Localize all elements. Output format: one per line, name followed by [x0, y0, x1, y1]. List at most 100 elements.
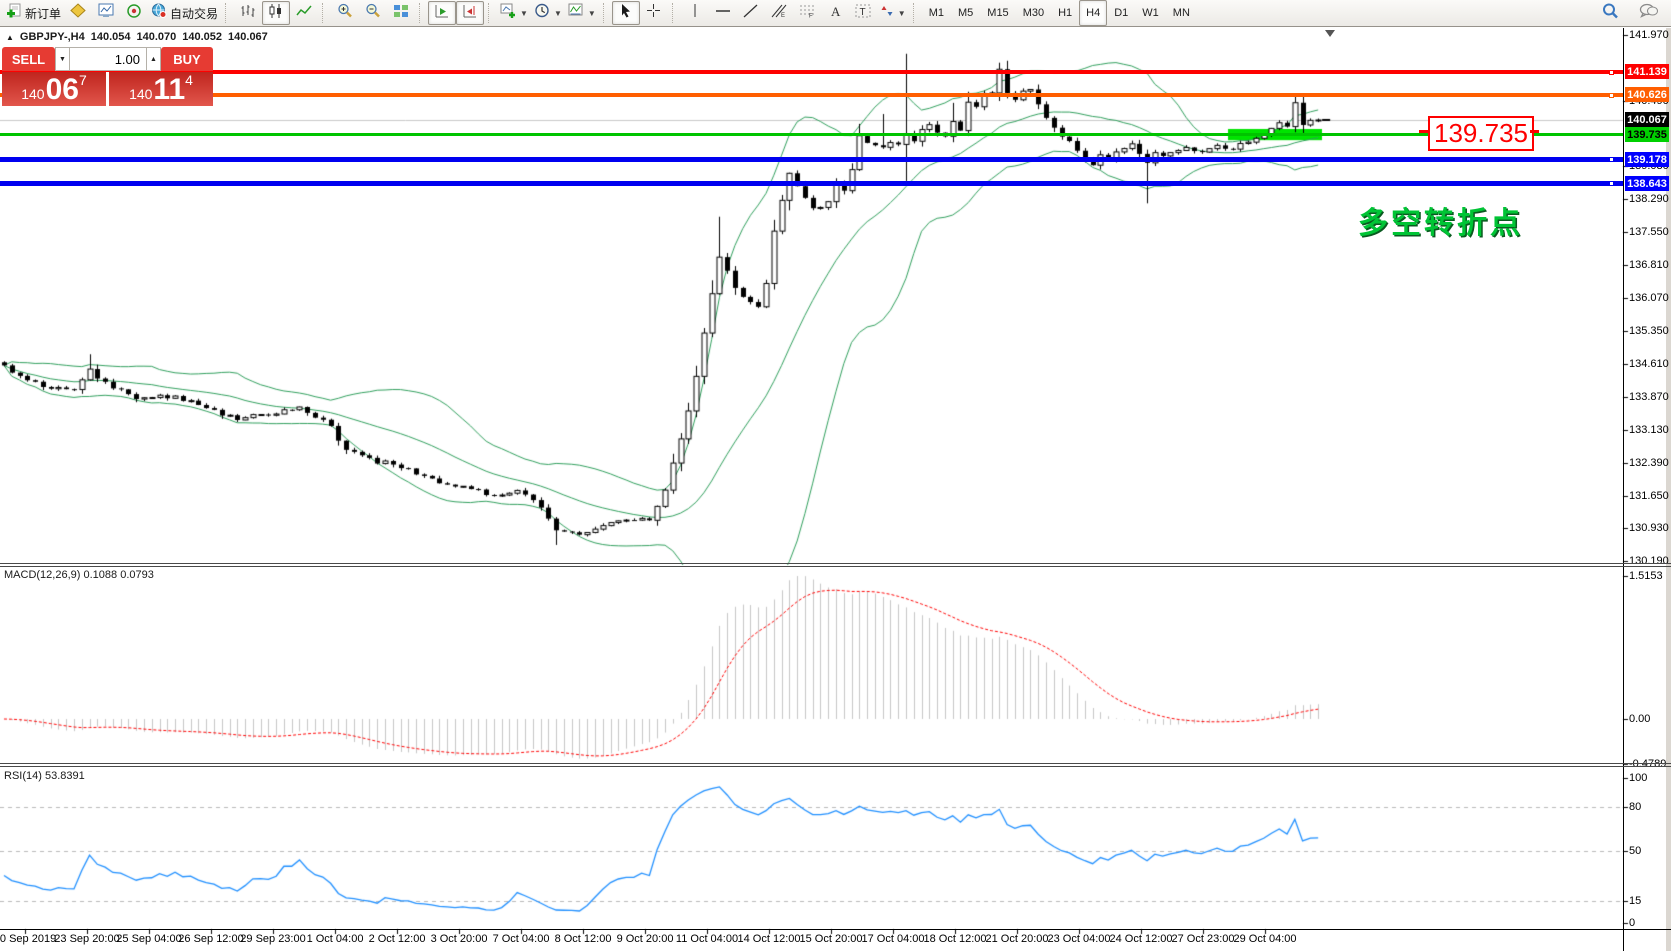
toolbar-separator — [602, 3, 608, 23]
new-order-button[interactable]: 新订单 — [3, 1, 64, 25]
price-label-139.178: 139.178 — [1625, 152, 1669, 167]
sell-price[interactable]: 140 06 7 — [2, 72, 106, 106]
vline-icon — [688, 3, 702, 23]
turning-point-annotation[interactable]: 多空转折点 — [1358, 207, 1523, 240]
rsi-axis-tick: 50 — [1629, 844, 1642, 857]
text-tool[interactable]: A — [821, 1, 849, 25]
bar-chart-mode-button[interactable] — [234, 1, 262, 25]
horizontal-line-tool[interactable] — [709, 1, 737, 25]
ohlc-low: 140.052 — [182, 31, 223, 43]
arrows-icon — [880, 4, 894, 23]
signals-button[interactable] — [120, 1, 148, 25]
window-edge — [1666, 28, 1671, 951]
panel-separator-macd-rsi[interactable] — [0, 763, 1671, 764]
hline-icon — [715, 4, 731, 23]
volume-decrease-button[interactable]: ▼ — [55, 47, 70, 71]
timeframe-button-h1[interactable]: H1 — [1058, 7, 1073, 19]
vertical-line-tool[interactable] — [681, 1, 709, 25]
price-label-139.735: 139.735 — [1625, 127, 1669, 142]
sell-price-big: 06 — [45, 73, 79, 106]
chart-shift-button[interactable] — [456, 1, 485, 25]
support-line-lower-endpoint — [1609, 181, 1614, 186]
new-chart-button[interactable] — [92, 1, 120, 25]
time-axis-label: 29 Sep 23:00 — [240, 933, 306, 945]
toolbar-separator — [225, 3, 230, 23]
templates-button[interactable]: ▼ — [565, 1, 599, 25]
arrows-tool[interactable]: ▼ — [877, 1, 909, 25]
sell-price-prefix: 140 — [21, 86, 45, 102]
crosshair-icon — [646, 3, 661, 23]
new-order-icon — [6, 3, 22, 24]
price-axis-tick: 131.650 — [1629, 489, 1669, 502]
svg-text:F: F — [809, 13, 813, 18]
resistance-line-lower[interactable] — [0, 93, 1623, 97]
trendline-tool[interactable] — [737, 1, 765, 25]
timeframe-button-w1[interactable]: W1 — [1142, 7, 1159, 19]
macd-signal-value: 0.0793 — [120, 569, 154, 581]
open-data-button[interactable] — [64, 1, 92, 25]
zoom-in-icon — [337, 3, 353, 23]
auto-scroll-button[interactable] — [428, 1, 457, 25]
macd-value: 0.1088 — [83, 569, 118, 581]
zoom-out-button[interactable] — [359, 1, 387, 25]
periods-button[interactable]: ▼ — [531, 1, 565, 25]
search-button[interactable] — [1596, 1, 1624, 25]
auto-scroll-icon — [434, 4, 450, 23]
support-line-lower[interactable] — [0, 181, 1623, 186]
time-axis-label: 23 Sep 20:00 — [54, 933, 120, 945]
panel-separator-main-macd-2 — [0, 566, 1671, 567]
algo-trading-button[interactable]: 自动交易 — [148, 1, 221, 25]
buy-price[interactable]: 140 11 4 — [109, 72, 213, 106]
community-chat-button[interactable] — [1634, 1, 1662, 25]
price-label-140.626: 140.626 — [1625, 87, 1669, 102]
fibo-icon: F — [799, 4, 815, 23]
line-icon — [296, 4, 312, 23]
candle-chart-mode-button[interactable] — [262, 1, 291, 25]
chart-shift-marker[interactable] — [1325, 30, 1335, 37]
timeframe-button-m5[interactable]: M5 — [958, 7, 974, 19]
indicators-button[interactable]: ▼ — [497, 1, 531, 25]
time-axis-label: 23 Oct 04:00 — [1047, 933, 1111, 945]
tile-windows-button[interactable] — [387, 1, 415, 25]
timeframe-button-d1[interactable]: D1 — [1114, 7, 1129, 19]
globe-icon — [151, 3, 167, 23]
time-axis-label: 3 Oct 20:00 — [430, 933, 488, 945]
resistance-line-upper[interactable] — [0, 70, 1623, 74]
line-chart-mode-button[interactable] — [290, 1, 318, 25]
text-a-icon: A — [828, 4, 842, 23]
equidistant-channel-tool[interactable]: E — [765, 1, 793, 25]
volume-increase-button[interactable]: ▲ — [146, 47, 161, 71]
label-tool[interactable]: T — [849, 1, 877, 25]
ohlc-open: 140.054 — [90, 31, 131, 43]
zoom-in-button[interactable] — [331, 1, 359, 25]
timeframe-button-m1[interactable]: M1 — [928, 7, 944, 19]
panel-separator-main-macd[interactable] — [0, 563, 1671, 564]
price-annotation-box[interactable]: 139.735 — [1428, 116, 1534, 151]
collapse-panel-icon[interactable]: ▲ — [6, 32, 14, 42]
fibonacci-tool[interactable]: F — [793, 1, 821, 25]
crosshair-tool-button[interactable] — [640, 1, 668, 25]
symbol-name: GBPJPY-,H4 — [19, 31, 85, 43]
chevron-down-icon: ▼ — [553, 8, 562, 18]
timeframe-button-mn[interactable]: MN — [1172, 7, 1190, 19]
rsi-axis-tick: 100 — [1629, 772, 1648, 784]
resistance-line-upper-endpoint — [1609, 70, 1614, 75]
timeframe-button-h4[interactable]: H4 — [1079, 0, 1108, 26]
cursor-tool-button[interactable] — [611, 1, 640, 25]
chevron-down-icon: ▼ — [897, 8, 906, 18]
volume-input[interactable] — [70, 47, 146, 71]
toolbar-separator — [488, 3, 493, 23]
timeframe-button-m15[interactable]: M15 — [987, 7, 1009, 19]
rsi-axis-tick: 15 — [1629, 895, 1642, 908]
timeframe-button-m30[interactable]: M30 — [1022, 7, 1045, 19]
folder-icon — [70, 3, 86, 23]
buy-price-big: 11 — [153, 73, 186, 106]
sell-button[interactable]: SELL — [2, 47, 55, 71]
symbol-info-bar: ▲ GBPJPY-,H4 140.054 140.070 140.052 140… — [6, 31, 268, 43]
channel-icon: E — [771, 4, 787, 23]
clock-icon — [534, 3, 550, 23]
support-line-upper[interactable] — [0, 157, 1623, 162]
buy-button[interactable]: BUY — [161, 47, 213, 71]
turning-point-line[interactable] — [0, 133, 1623, 136]
